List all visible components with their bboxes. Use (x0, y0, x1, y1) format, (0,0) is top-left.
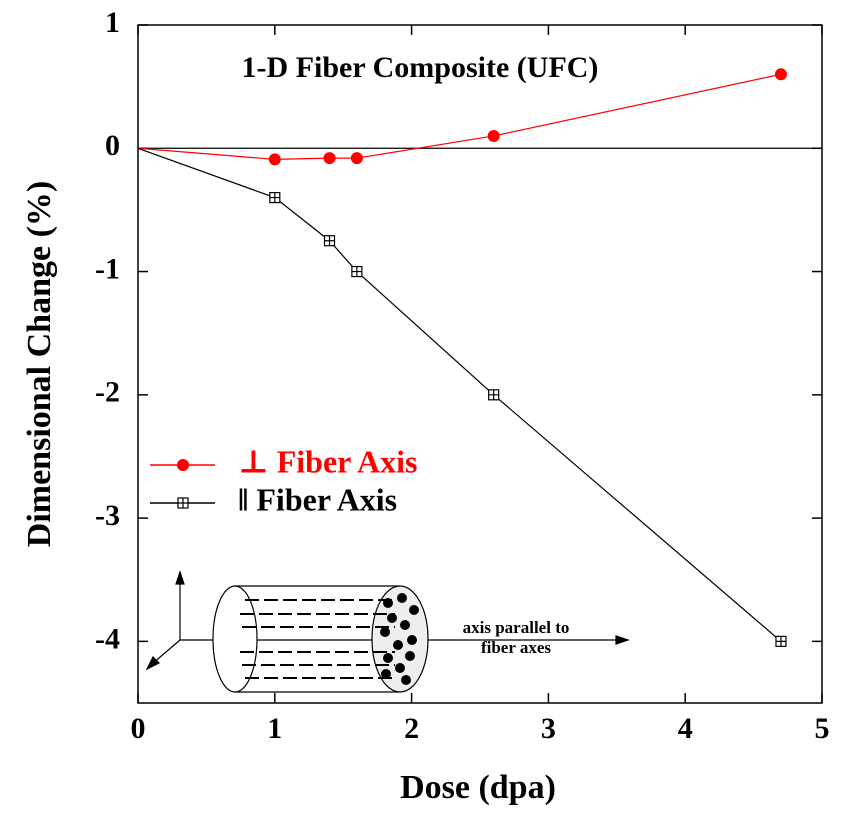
marker (350, 152, 363, 165)
marker (268, 153, 281, 166)
y-tick-label: 0 (105, 129, 120, 162)
x-tick-label: 0 (131, 712, 146, 745)
marker (487, 129, 500, 142)
x-tick-label: 5 (815, 712, 830, 745)
y-tick-label: 1 (105, 6, 120, 39)
marker (177, 459, 189, 471)
y-tick-label: -4 (95, 622, 120, 655)
series-line (137, 73, 782, 160)
x-tick-label: 3 (541, 712, 556, 745)
marker (177, 497, 189, 509)
marker (774, 68, 787, 81)
annotation: fiber axes (481, 638, 551, 657)
x-tick-label: 2 (404, 712, 419, 745)
legend-label: ‖ Fiber Axis (238, 481, 397, 517)
marker-cross (178, 498, 188, 508)
marker (775, 635, 787, 647)
plot-frame (137, 24, 823, 704)
x-tick-label: 1 (267, 712, 282, 745)
marker (323, 152, 336, 165)
marker-cross (269, 192, 280, 203)
y-tick-label: -3 (95, 499, 120, 532)
marker (351, 265, 363, 278)
marker-cross (351, 266, 362, 277)
marker (488, 389, 500, 401)
chart-title: 1-D Fiber Composite (UFC) (242, 51, 599, 84)
inset-diagram (145, 570, 630, 693)
marker-cross (488, 389, 499, 400)
marker (323, 235, 336, 247)
x-axis-label: Dose (dpa) (400, 769, 556, 806)
x-tick-label: 4 (678, 712, 693, 745)
y-tick-label: -2 (95, 376, 120, 409)
annotation: axis parallel to (463, 618, 570, 637)
series-line (137, 147, 782, 642)
marker-cross (324, 235, 335, 246)
y-tick-label: -1 (95, 252, 120, 285)
y-axis-label: Dimensional Change (%) (21, 181, 58, 547)
marker (269, 191, 281, 204)
marker-cross (775, 636, 786, 647)
legend-label: ⊥ Fiber Axis (238, 443, 417, 479)
